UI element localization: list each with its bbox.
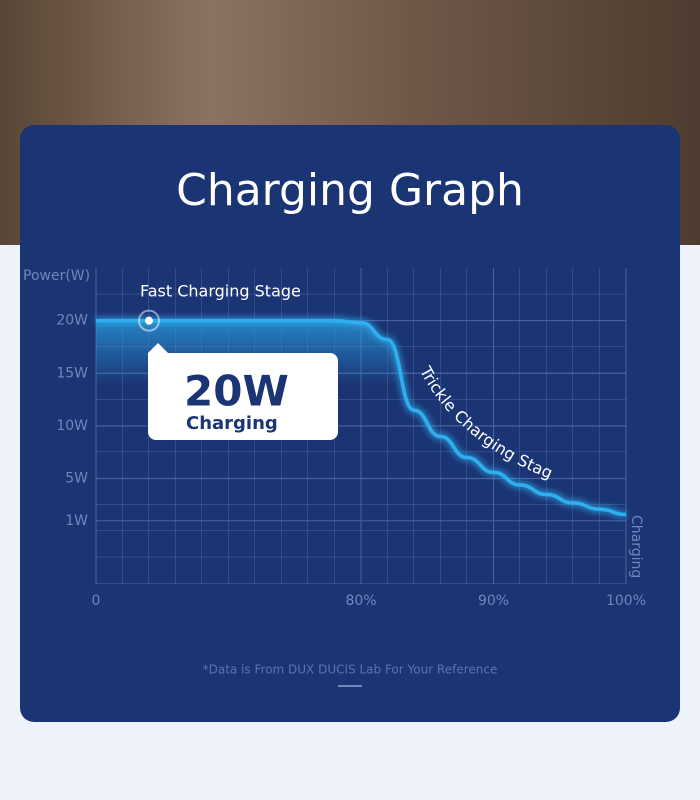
- y-tick-label: 5W: [65, 471, 88, 487]
- x-tick-label: 100%: [606, 593, 646, 609]
- x-tick-label: 90%: [478, 593, 509, 609]
- y-axis-label: Power(W): [23, 268, 90, 284]
- callout-box: [148, 343, 338, 440]
- marker: [145, 316, 153, 325]
- line: [96, 318, 627, 517]
- callout-value: 20W: [184, 367, 289, 416]
- y-tick-label: 15W: [56, 365, 88, 381]
- marker-ring: [138, 309, 160, 332]
- fast-label: Fast Charging Stage: [140, 282, 301, 301]
- chart-title: Charging Graph: [176, 165, 524, 216]
- y-tick-label: 10W: [56, 418, 88, 434]
- footnote: *Data is From DUX DUCIS Lab For Your Ref…: [203, 663, 498, 677]
- x-tick-label: 0: [92, 593, 101, 609]
- callout-text: Charging: [186, 413, 278, 434]
- x-tick-label: 80%: [345, 593, 376, 609]
- x-axis-label: Charging: [628, 515, 644, 578]
- y-tick-label: 20W: [56, 313, 88, 329]
- y-tick-label: 1W: [65, 513, 88, 529]
